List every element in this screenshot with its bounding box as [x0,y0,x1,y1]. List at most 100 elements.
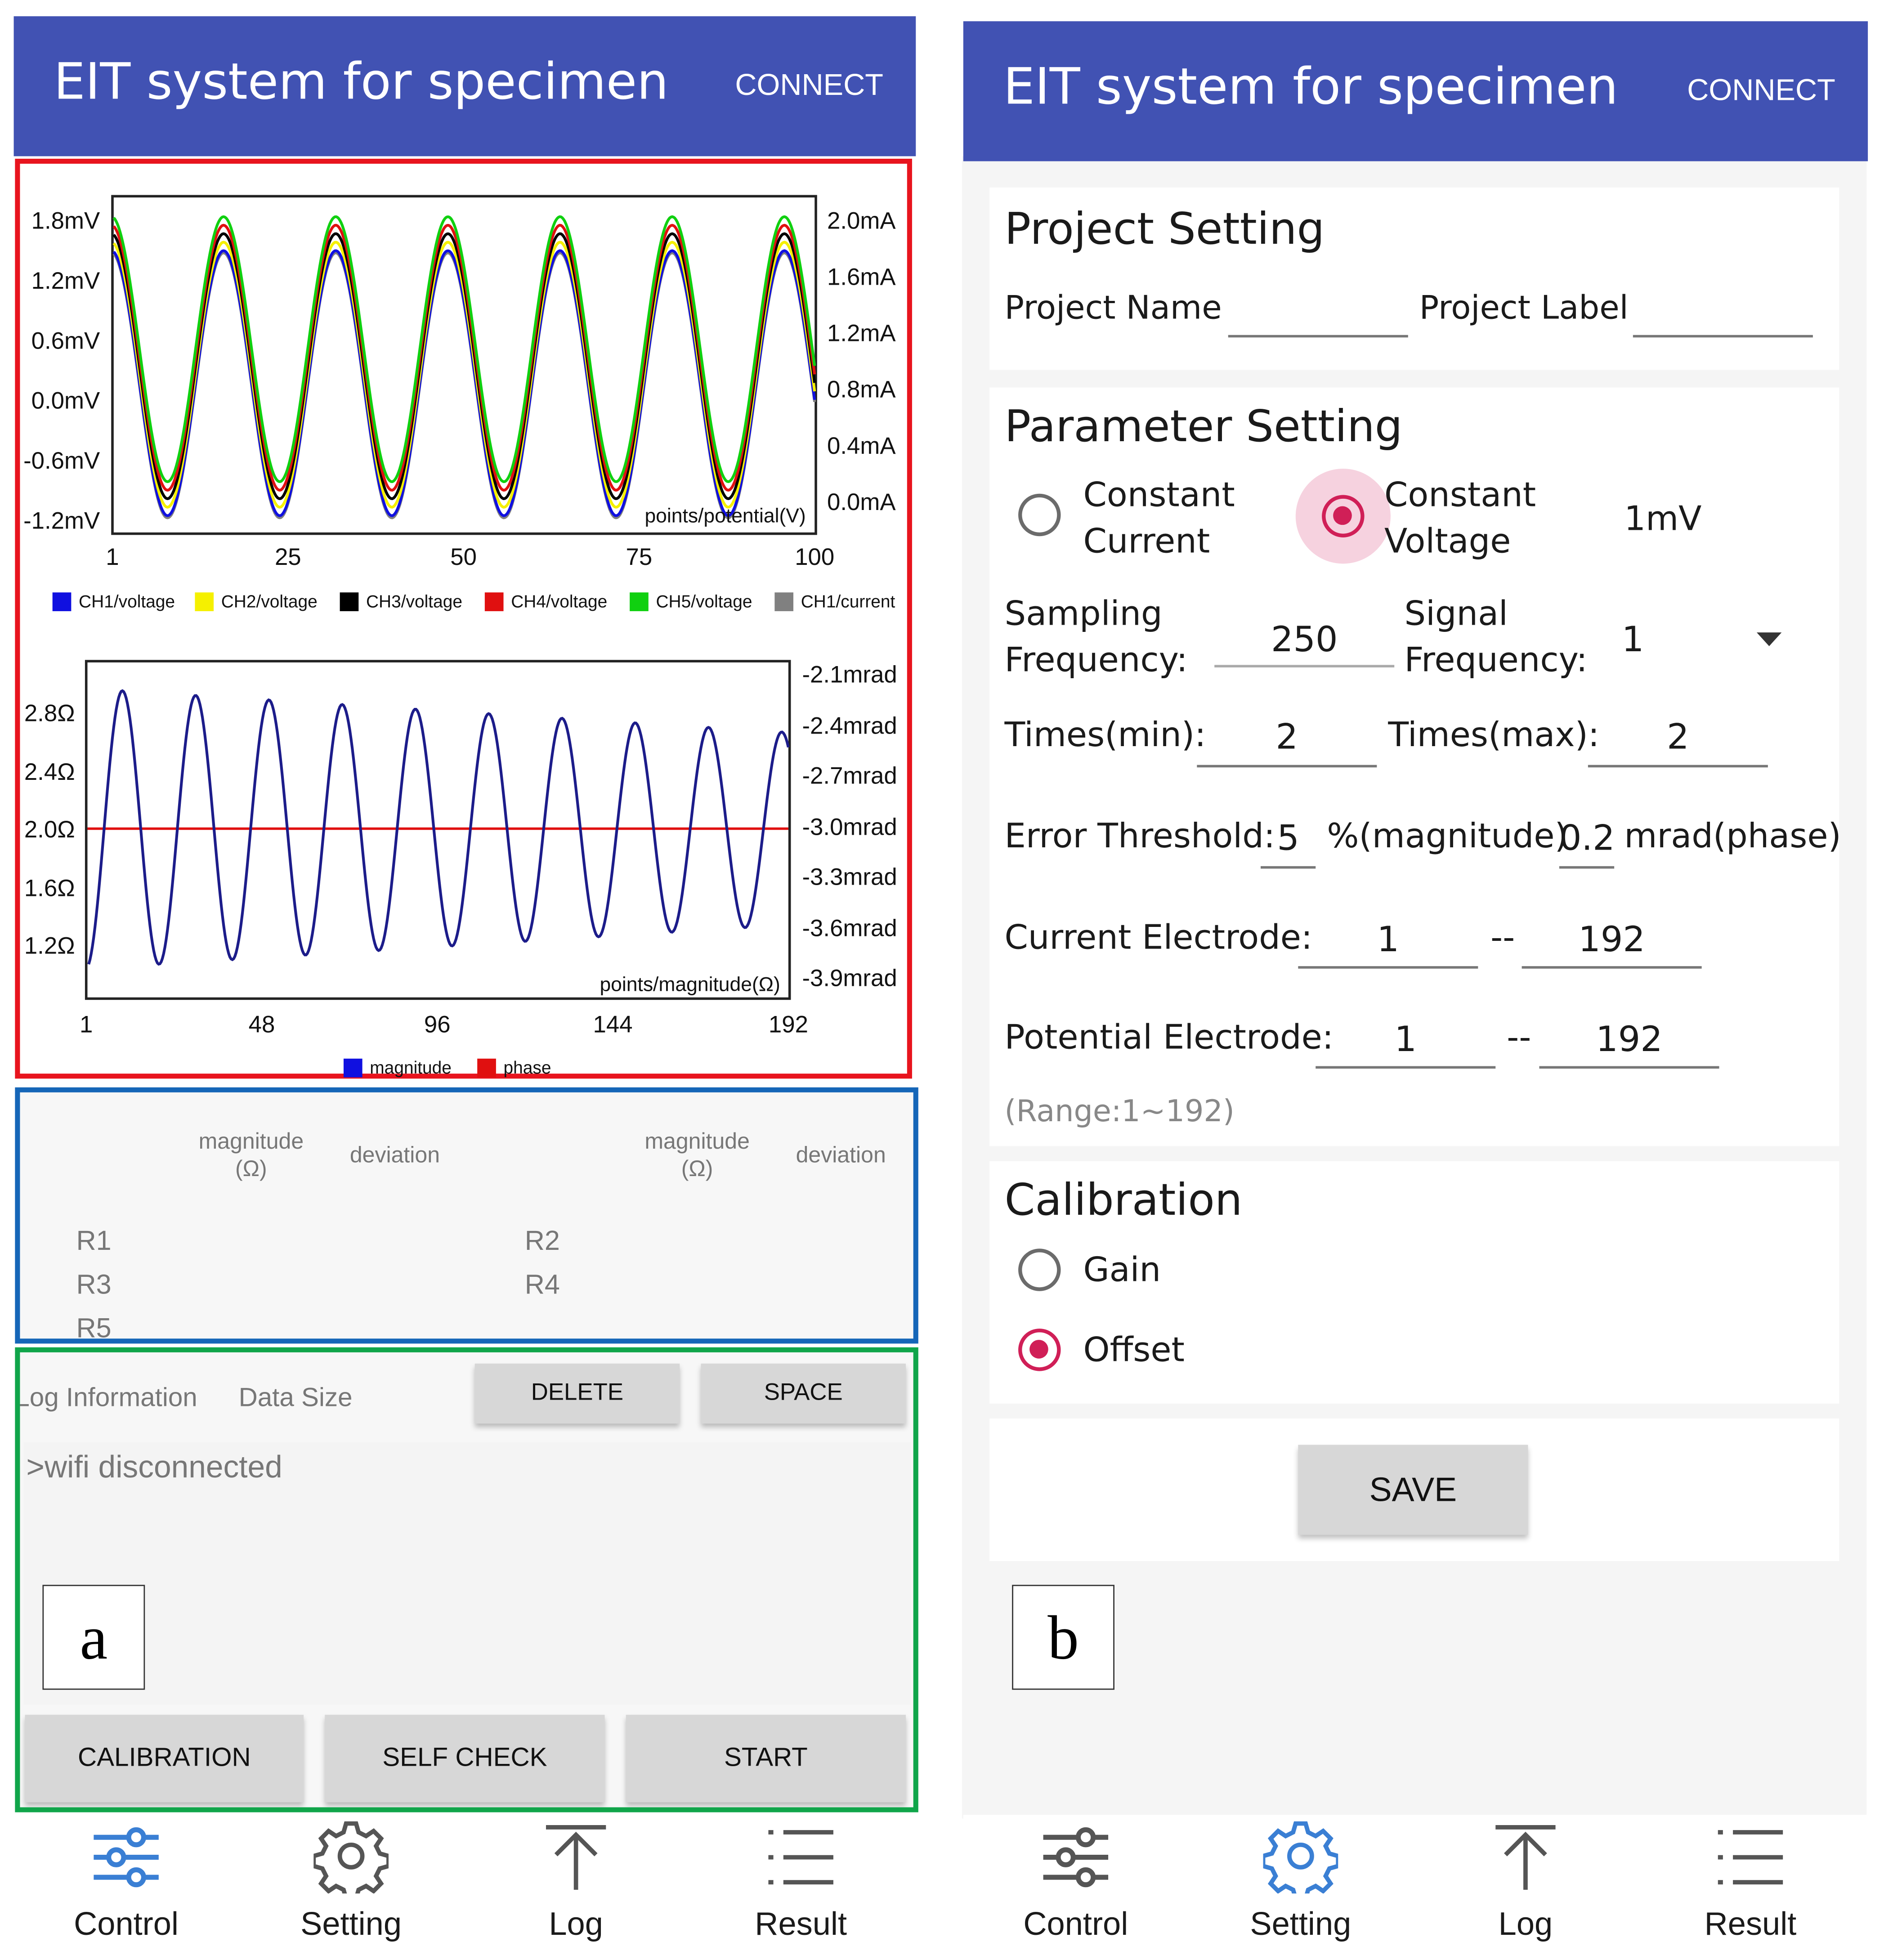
voltage-chart-curves [112,215,816,519]
nav-log[interactable]: Log [1426,1815,1625,1952]
y-tick-label: 2.0Ω [24,817,75,844]
panel-tag-a: a [42,1584,145,1690]
nav-setting[interactable]: Setting [251,1815,451,1952]
y-tick-label: -0.6mV [23,448,100,475]
calibration-button[interactable]: CALIBRATION [25,1714,304,1803]
y-tick-label: 1.6Ω [24,875,75,902]
header-mag-unit: (Ω) [681,1156,713,1181]
save-button[interactable]: SAVE [1298,1445,1528,1535]
range-note: (Range:1~192) [1004,1093,1235,1129]
error-magnitude-input[interactable] [1261,866,1316,869]
impedance-chart-curves [87,689,790,966]
header-mag-text: magnitude [198,1128,304,1154]
y-tick-label: 0.0mA [827,490,896,516]
project-name-input[interactable] [1228,335,1408,338]
save-card: SAVE [989,1419,1839,1561]
constant-current-radio[interactable] [1018,493,1061,537]
legend-entry: CH4/voltage [484,591,607,611]
legend-swatch [195,591,214,611]
connect-button[interactable]: CONNECT [735,68,884,103]
current-electrode-to: 192 [1578,918,1645,960]
dropdown-arrow-icon[interactable] [1756,632,1782,647]
sampling-line2: Frequency: [1004,641,1188,680]
row-r1: R1 [76,1225,112,1256]
legend-entry: phase [477,1057,551,1077]
nav-result-label: Result [755,1905,847,1942]
sampling-frequency-input[interactable] [1214,665,1395,667]
nav-result[interactable]: Result [1651,1815,1850,1952]
self-check-button[interactable]: SELF CHECK [325,1714,605,1803]
table-header-deviation-right: deviation [796,1142,886,1168]
project-setting-card: Project Setting Project Name Project Lab… [989,187,1839,370]
header-mag-unit: (Ω) [235,1156,267,1181]
offset-label: Offset [1083,1331,1185,1370]
times-min-value: 2 [1275,716,1298,758]
nav-log[interactable]: Log [476,1815,676,1952]
voltage-chart [111,195,817,535]
constant-current-line2: Current [1083,522,1210,561]
potential-electrode-to-input[interactable] [1539,1066,1719,1069]
data-size-label: Data Size [238,1383,353,1413]
voltage-series-line [112,215,816,483]
times-max-value: 2 [1667,716,1689,758]
nav-log-label: Log [1498,1905,1553,1942]
impedance-chart-inner-label: points/magnitude(Ω) [600,975,780,996]
signal-frequency-value[interactable]: 1 [1621,618,1644,660]
sampling-line1: Sampling [1004,595,1163,634]
row-r3: R3 [76,1268,112,1300]
current-electrode-from-input[interactable] [1298,966,1478,969]
gain-label: Gain [1083,1251,1161,1290]
times-max-input[interactable] [1588,765,1768,768]
log-message: >wifi disconnected [26,1450,282,1485]
current-electrode-from: 1 [1377,918,1400,960]
x-tick-label: 1 [106,545,119,572]
app-title: EIT system for specimen [1003,58,1618,116]
delete-button[interactable]: DELETE [474,1363,680,1424]
times-min-label: Times(min): [1004,716,1206,755]
gain-radio[interactable] [1018,1248,1061,1291]
nav-control[interactable]: Control [976,1815,1176,1952]
potential-electrode-from-input[interactable] [1316,1066,1496,1069]
chart-region [15,158,912,1079]
app-bar: EIT system for specimen CONNECT [13,16,916,157]
times-max-label: Times(max): [1388,716,1600,755]
nav-setting-label: Setting [1250,1905,1351,1942]
current-electrode-to-input[interactable] [1522,966,1702,969]
error-magnitude-value: 5 [1277,817,1299,859]
nav-control-label: Control [1023,1905,1128,1942]
start-button[interactable]: START [626,1714,906,1803]
offset-radio[interactable] [1018,1329,1061,1371]
error-magnitude-unit: %(magnitude) [1327,817,1568,856]
project-label-label: Project Label [1419,290,1629,328]
x-tick-label: 192 [768,1012,808,1039]
upload-arrow-icon [546,1825,606,1890]
error-phase-input[interactable] [1559,866,1615,869]
project-label-input[interactable] [1633,335,1813,338]
nav-setting-label: Setting [300,1905,402,1942]
voltage-chart-inner-label: points/potential(V) [644,506,806,528]
nav-setting[interactable]: Setting [1201,1815,1401,1952]
x-tick-label: 144 [593,1012,633,1039]
row-r4: R4 [524,1268,560,1300]
panel-a: EIT system for specimen CONNECT 1.8mV 1.2… [0,0,937,1960]
row-r5: R5 [76,1312,112,1340]
nav-control[interactable]: Control [26,1815,226,1952]
mode-value: 1mV [1624,500,1702,539]
row-r2: R2 [524,1225,560,1256]
y-tick-label: -3.0mrad [802,814,897,841]
y-tick-label: 0.0mV [31,389,100,415]
x-tick-label: 50 [450,545,477,572]
legend-label: magnitude [370,1057,452,1078]
connect-button[interactable]: CONNECT [1687,73,1835,107]
signal-line2: Frequency: [1404,641,1588,680]
space-button[interactable]: SPACE [701,1363,906,1424]
bottom-nav: Control Setting Log [963,1815,1868,1960]
y-tick-label: 1.2Ω [24,933,75,960]
times-min-input[interactable] [1197,765,1377,768]
y-tick-label: -2.7mrad [802,763,897,790]
constant-voltage-radio[interactable] [1322,495,1365,537]
potential-electrode-label: Potential Electrode: [1004,1018,1334,1058]
legend-label: CH3/voltage [366,591,462,611]
nav-result[interactable]: Result [701,1815,900,1952]
table-header-magnitude-left: magnitude (Ω) [183,1128,320,1182]
